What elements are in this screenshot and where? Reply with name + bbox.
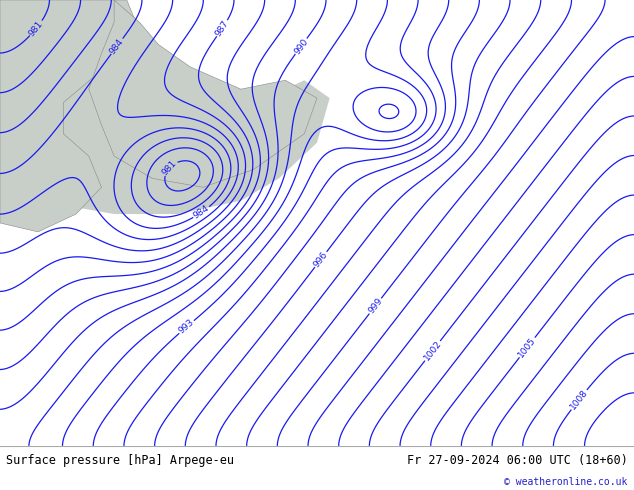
Text: © weatheronline.co.uk: © weatheronline.co.uk (504, 477, 628, 487)
Text: 999: 999 (366, 296, 384, 316)
Text: 984: 984 (108, 37, 126, 56)
Text: 1008: 1008 (568, 388, 590, 412)
Text: 996: 996 (312, 250, 330, 269)
Text: 990: 990 (292, 37, 310, 56)
Text: Fr 27-09-2024 06:00 UTC (18+60): Fr 27-09-2024 06:00 UTC (18+60) (407, 454, 628, 466)
Polygon shape (139, 134, 254, 201)
Text: 987: 987 (214, 19, 231, 38)
Polygon shape (0, 0, 330, 214)
Text: 981: 981 (160, 158, 179, 177)
Text: 1005: 1005 (517, 336, 538, 359)
Text: Surface pressure [hPa] Arpege-eu: Surface pressure [hPa] Arpege-eu (6, 454, 235, 466)
Polygon shape (0, 0, 139, 232)
Text: 993: 993 (177, 318, 196, 336)
Text: 1002: 1002 (422, 339, 443, 363)
Polygon shape (89, 0, 317, 187)
Text: 981: 981 (27, 19, 45, 38)
Text: 984: 984 (192, 204, 211, 221)
